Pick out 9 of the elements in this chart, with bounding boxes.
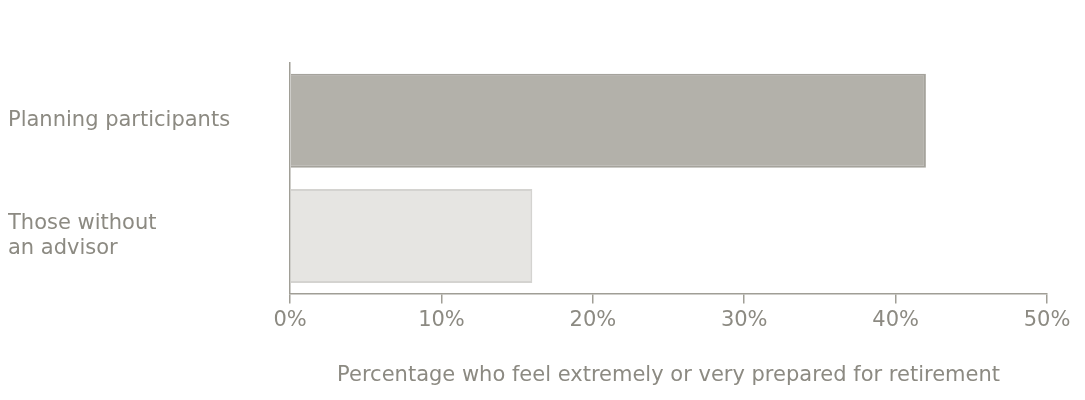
x-tick-label: 50%	[1023, 306, 1071, 331]
y-tick-label: Planning participants	[8, 107, 231, 132]
x-tick-label: 0%	[273, 306, 307, 331]
x-axis-title: Percentage who feel extremely or very prepared for retirement	[337, 361, 1000, 386]
x-tick-label: 20%	[569, 306, 617, 331]
y-tick-label: Those without an advisor	[7, 209, 157, 260]
x-tick-label: 30%	[720, 306, 768, 331]
x-tick-label: 10%	[418, 306, 465, 331]
x-tick-label: 40%	[872, 306, 919, 331]
